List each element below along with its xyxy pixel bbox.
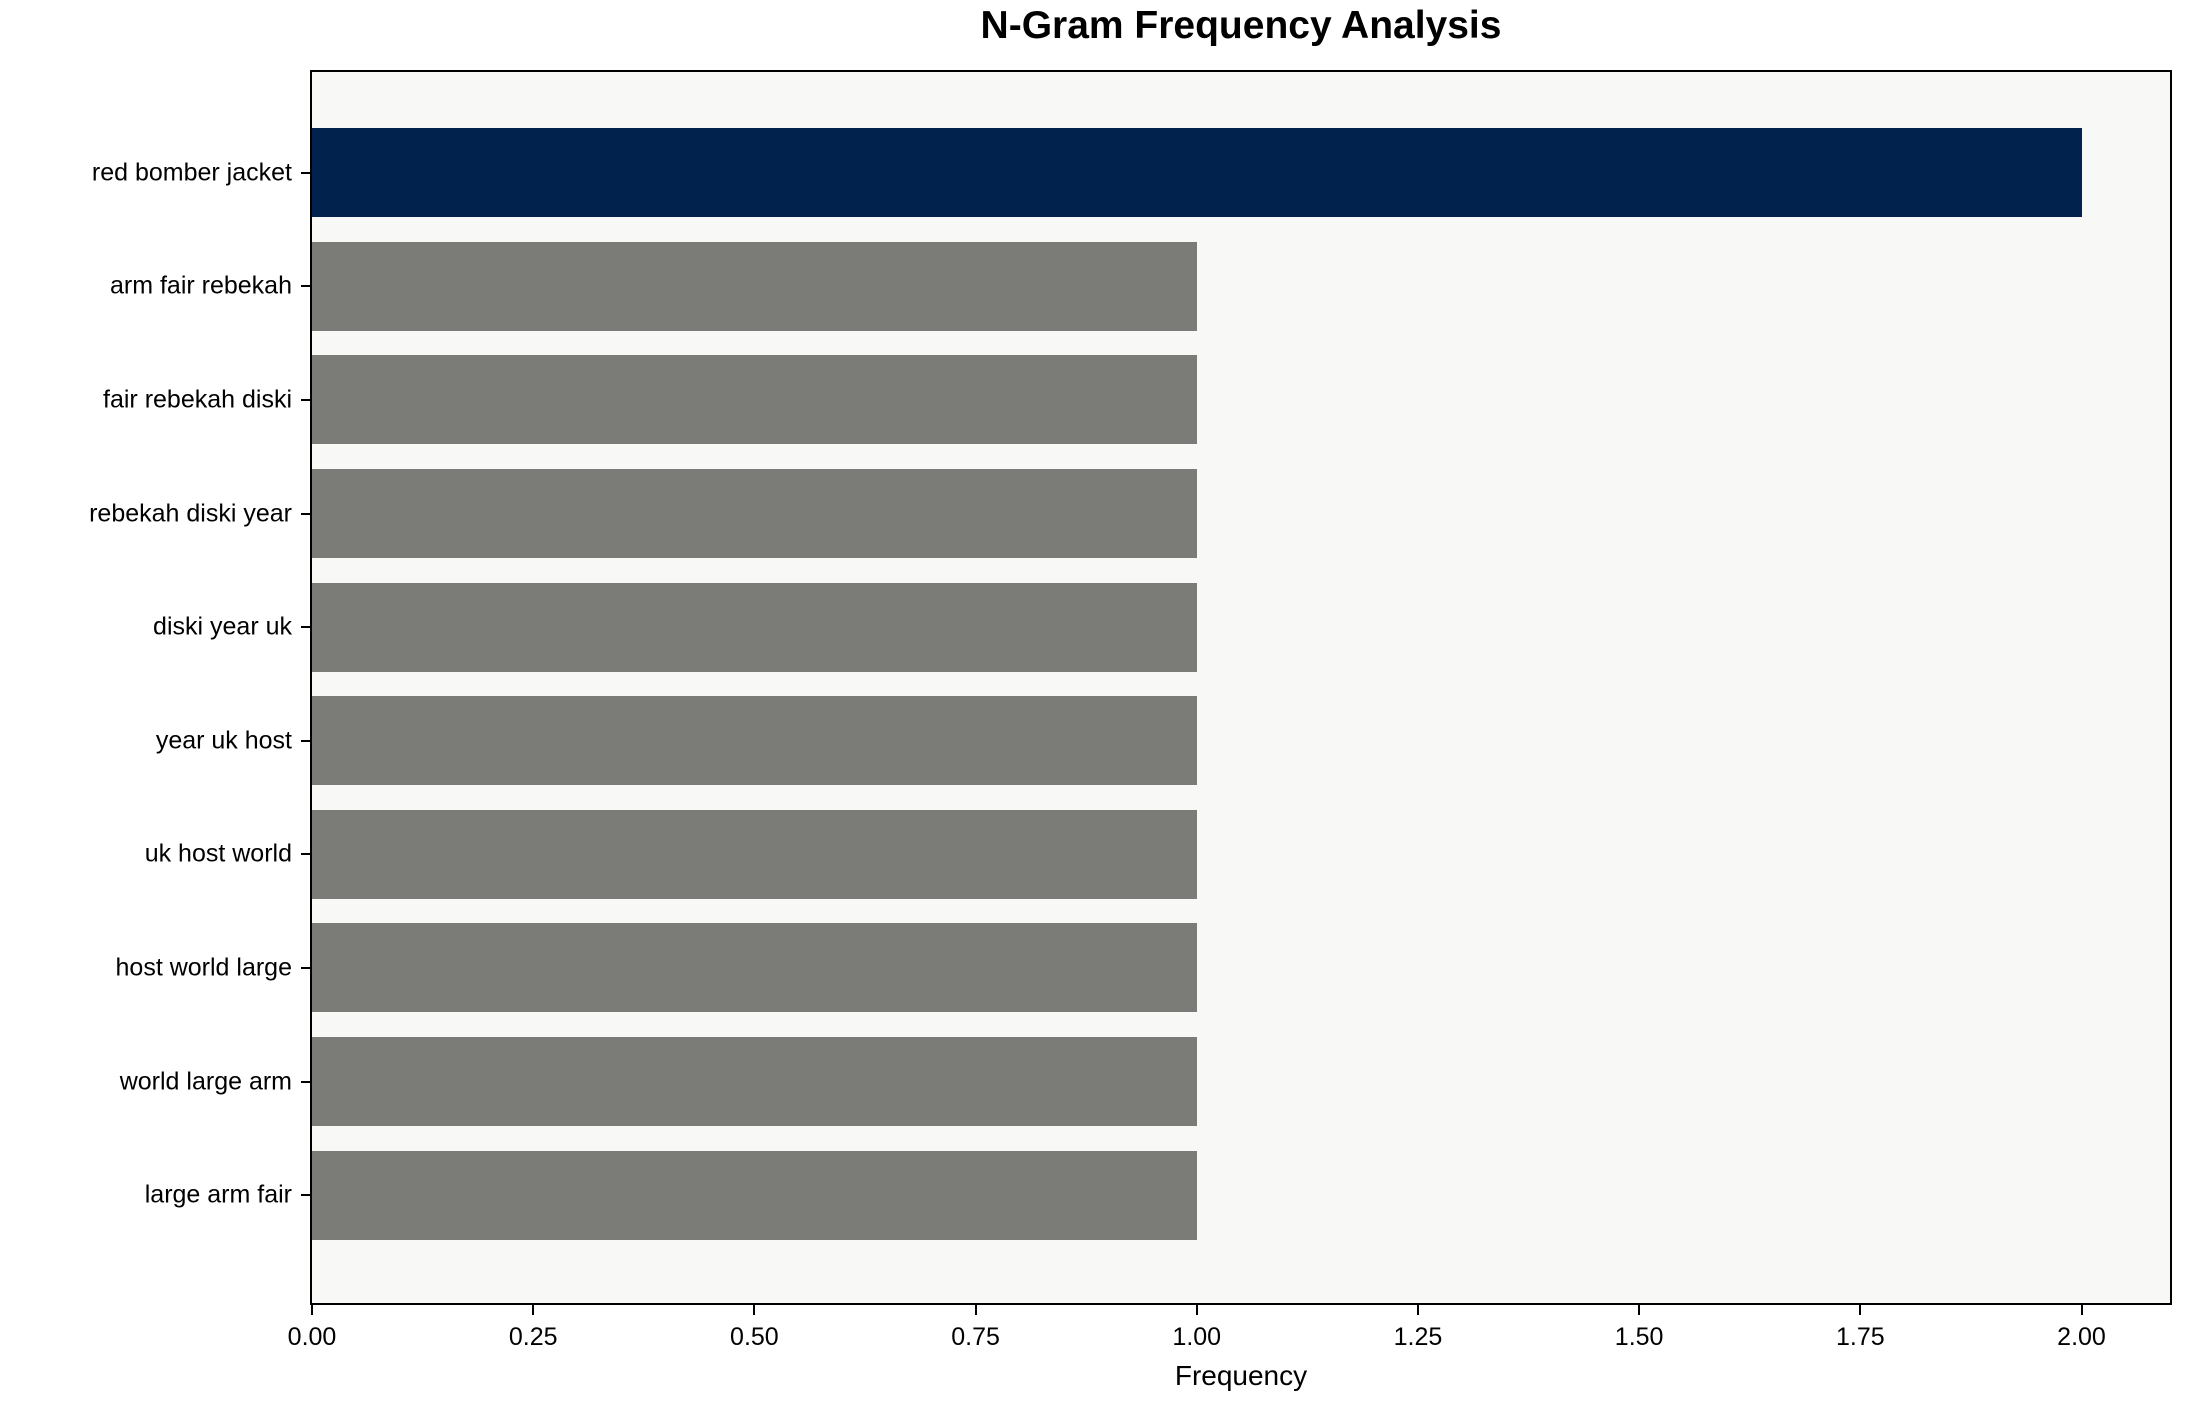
bar-row: red bomber jacket xyxy=(92,116,2170,230)
x-tick-label: 1.00 xyxy=(1172,1323,1222,1351)
y-tick-mark xyxy=(301,285,310,288)
bar-row: diski year uk xyxy=(153,570,2170,684)
y-tick-mark xyxy=(301,626,310,629)
x-tick-label: 0.25 xyxy=(508,1323,558,1351)
bar-row: large arm fair xyxy=(145,1138,2170,1252)
bar-row: year uk host xyxy=(156,684,2170,798)
y-tick-mark xyxy=(301,1080,310,1083)
bar-large-arm-fair xyxy=(312,1150,1197,1240)
x-tick-label: 2.00 xyxy=(2057,1323,2106,1351)
bar-row: uk host world xyxy=(145,798,2170,912)
y-tick-label: uk host world xyxy=(144,839,292,868)
x-axis-label: Frequency xyxy=(1174,1360,1308,1391)
bar-diski-year-uk xyxy=(312,582,1197,672)
bar-world-large-arm xyxy=(312,1037,1197,1127)
x-tick-label: 0.00 xyxy=(287,1323,337,1351)
x-tick-mark xyxy=(1859,1305,1862,1315)
x-axis: 0.00 0.25 0.50 0.75 1.00 1.25 1.50 1.75 2.00 xyxy=(288,1305,2170,1365)
bar-row: fair rebekah diski xyxy=(103,343,2170,457)
y-tick-label: rebekah diski year xyxy=(89,499,292,528)
x-tick-label: 0.50 xyxy=(730,1323,779,1351)
bar-uk-host-world xyxy=(312,809,1197,899)
y-tick-label: diski year uk xyxy=(153,612,292,641)
x-tick-label: 0.75 xyxy=(951,1323,1000,1351)
x-tick-mark xyxy=(1195,1305,1198,1315)
y-tick-label: arm fair rebekah xyxy=(109,271,292,300)
y-tick-mark xyxy=(301,512,310,515)
bar-year-uk-host xyxy=(312,696,1197,786)
x-tick-mark xyxy=(753,1305,756,1315)
x-tick-mark xyxy=(1416,1305,1419,1315)
bar-row: world large arm xyxy=(120,1025,2170,1139)
y-tick-label: world large arm xyxy=(119,1067,292,1096)
bar-row: arm fair rebekah xyxy=(110,230,2170,344)
x-tick-mark xyxy=(311,1305,313,1315)
y-tick-label: red bomber jacket xyxy=(91,158,292,187)
x-tick-mark xyxy=(974,1305,977,1315)
y-tick-mark xyxy=(301,398,310,401)
bar-row: host world large xyxy=(116,911,2170,1025)
x-tick-label: 1.75 xyxy=(1835,1323,1885,1351)
bar-fair-rebekah-diski xyxy=(312,355,1197,445)
x-tick-mark xyxy=(532,1305,535,1315)
y-tick-label: fair rebekah diski xyxy=(103,385,292,414)
y-tick-mark xyxy=(301,1194,310,1197)
plot-area: red bomber jacket arm fair rebekah fair re… xyxy=(89,70,2172,1305)
y-tick-label: host world large xyxy=(115,953,292,982)
x-tick-mark xyxy=(2080,1305,2083,1315)
chart-title: N-Gram Frequency Analysis xyxy=(980,4,1502,47)
y-tick-mark xyxy=(301,171,310,174)
y-tick-label: year uk host xyxy=(155,726,292,755)
x-tick-mark xyxy=(1638,1305,1641,1315)
y-tick-mark xyxy=(301,739,310,742)
y-tick-mark xyxy=(301,853,310,856)
bar-row: rebekah diski year xyxy=(89,457,2170,571)
bar-rebekah-diski-year xyxy=(312,469,1197,559)
y-tick-label: large arm fair xyxy=(144,1180,292,1209)
x-tick-label: 1.50 xyxy=(1614,1323,1664,1351)
bar-arm-fair-rebekah xyxy=(312,241,1197,331)
x-tick-label: 1.25 xyxy=(1393,1323,1443,1351)
bar-red-bomber-jacket xyxy=(312,128,2082,218)
bars-container: red bomber jacket arm fair rebekah fair re… xyxy=(89,72,2170,1303)
bar-host-world-large xyxy=(312,923,1197,1013)
y-tick-mark xyxy=(301,966,310,969)
